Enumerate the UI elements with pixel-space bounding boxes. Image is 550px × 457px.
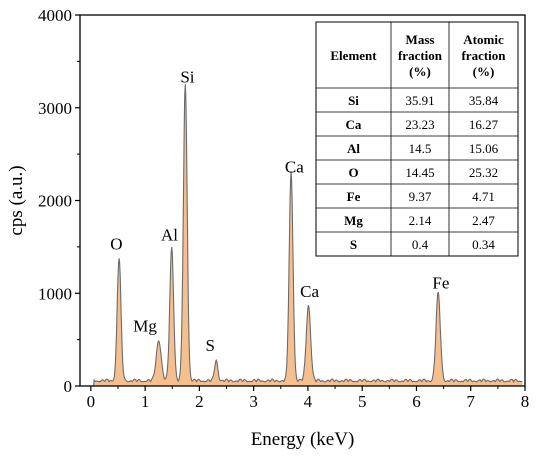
peak-label: Ca bbox=[300, 282, 319, 301]
table-value-cell: 9.37 bbox=[409, 189, 432, 204]
peak-label: S bbox=[206, 336, 215, 355]
table-value-cell: 25.32 bbox=[469, 165, 498, 180]
y-tick-label: 0 bbox=[64, 377, 73, 396]
axis-ticks: 0 1 2 3 4 5 6 7 8 0 1000 2000 3000 4000 bbox=[38, 6, 529, 411]
peak-label: Si bbox=[180, 68, 194, 87]
table-value-cell: 4.71 bbox=[472, 189, 495, 204]
y-tick-label: 4000 bbox=[38, 6, 72, 25]
table-element-cell: O bbox=[348, 165, 358, 180]
spectrum-line bbox=[90, 84, 523, 387]
table-element-cell: Fe bbox=[347, 189, 361, 204]
x-tick-label: 3 bbox=[249, 392, 258, 411]
peak-label: Al bbox=[161, 225, 178, 244]
table-header-cell: Element bbox=[330, 48, 377, 63]
table-value-cell: 0.4 bbox=[412, 237, 429, 252]
table-value-cell: 0.34 bbox=[472, 237, 495, 252]
x-tick-label: 0 bbox=[87, 392, 96, 411]
table-header-cell: Mass fraction (%) bbox=[398, 32, 443, 79]
x-axis-title: Energy (keV) bbox=[251, 429, 355, 450]
table-header-cell: Atomic fraction (%) bbox=[461, 32, 506, 79]
table-element-cell: Si bbox=[348, 93, 359, 108]
table-element-cell: S bbox=[350, 237, 357, 252]
x-tick-label: 4 bbox=[304, 392, 313, 411]
table-value-cell: 35.91 bbox=[405, 93, 434, 108]
table-value-cell: 35.84 bbox=[469, 93, 499, 108]
table-element-cell: Al bbox=[347, 141, 360, 156]
table-value-cell: 14.45 bbox=[405, 165, 434, 180]
peak-label: Ca bbox=[285, 158, 304, 177]
x-tick-label: 2 bbox=[195, 392, 204, 411]
table-value-cell: 15.06 bbox=[469, 141, 499, 156]
x-tick-label: 5 bbox=[358, 392, 367, 411]
composition-table: Element Mass fraction (%) Atomic fraction (%) S… bbox=[315, 21, 519, 257]
table-value-cell: 14.5 bbox=[409, 141, 432, 156]
y-tick-label: 1000 bbox=[38, 284, 72, 303]
y-axis-title: cps (a.u.) bbox=[6, 165, 27, 235]
y-tick-label: 3000 bbox=[38, 99, 72, 118]
x-tick-label: 8 bbox=[521, 392, 530, 411]
peak-annotations: O Mg Al Si S Ca Ca Fe bbox=[110, 68, 449, 355]
y-tick-label: 2000 bbox=[38, 192, 72, 211]
peak-label: O bbox=[110, 235, 122, 254]
peak-label: Mg bbox=[133, 316, 157, 335]
x-tick-label: 6 bbox=[412, 392, 421, 411]
x-tick-label: 1 bbox=[141, 392, 150, 411]
table-value-cell: 23.23 bbox=[405, 117, 434, 132]
x-tick-label: 7 bbox=[466, 392, 475, 411]
table-value-cell: 16.27 bbox=[469, 117, 499, 132]
table-element-cell: Ca bbox=[346, 117, 362, 132]
table-value-cell: 2.47 bbox=[472, 213, 495, 228]
peak-label: Fe bbox=[432, 274, 449, 293]
table-element-cell: Mg bbox=[344, 213, 363, 228]
table-value-cell: 2.14 bbox=[409, 213, 432, 228]
table-frame bbox=[315, 21, 519, 257]
